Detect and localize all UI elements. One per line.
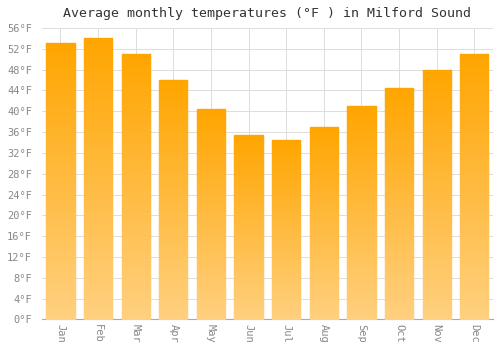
- Bar: [422, 70, 450, 320]
- Bar: [460, 54, 488, 320]
- Bar: [84, 38, 112, 320]
- Bar: [197, 109, 225, 320]
- Bar: [272, 140, 300, 320]
- Title: Average monthly temperatures (°F ) in Milford Sound: Average monthly temperatures (°F ) in Mi…: [64, 7, 472, 20]
- Bar: [310, 127, 338, 320]
- Bar: [234, 135, 262, 320]
- Bar: [46, 43, 74, 320]
- Bar: [348, 106, 376, 320]
- Bar: [122, 54, 150, 320]
- Bar: [159, 80, 188, 320]
- Bar: [385, 88, 413, 320]
